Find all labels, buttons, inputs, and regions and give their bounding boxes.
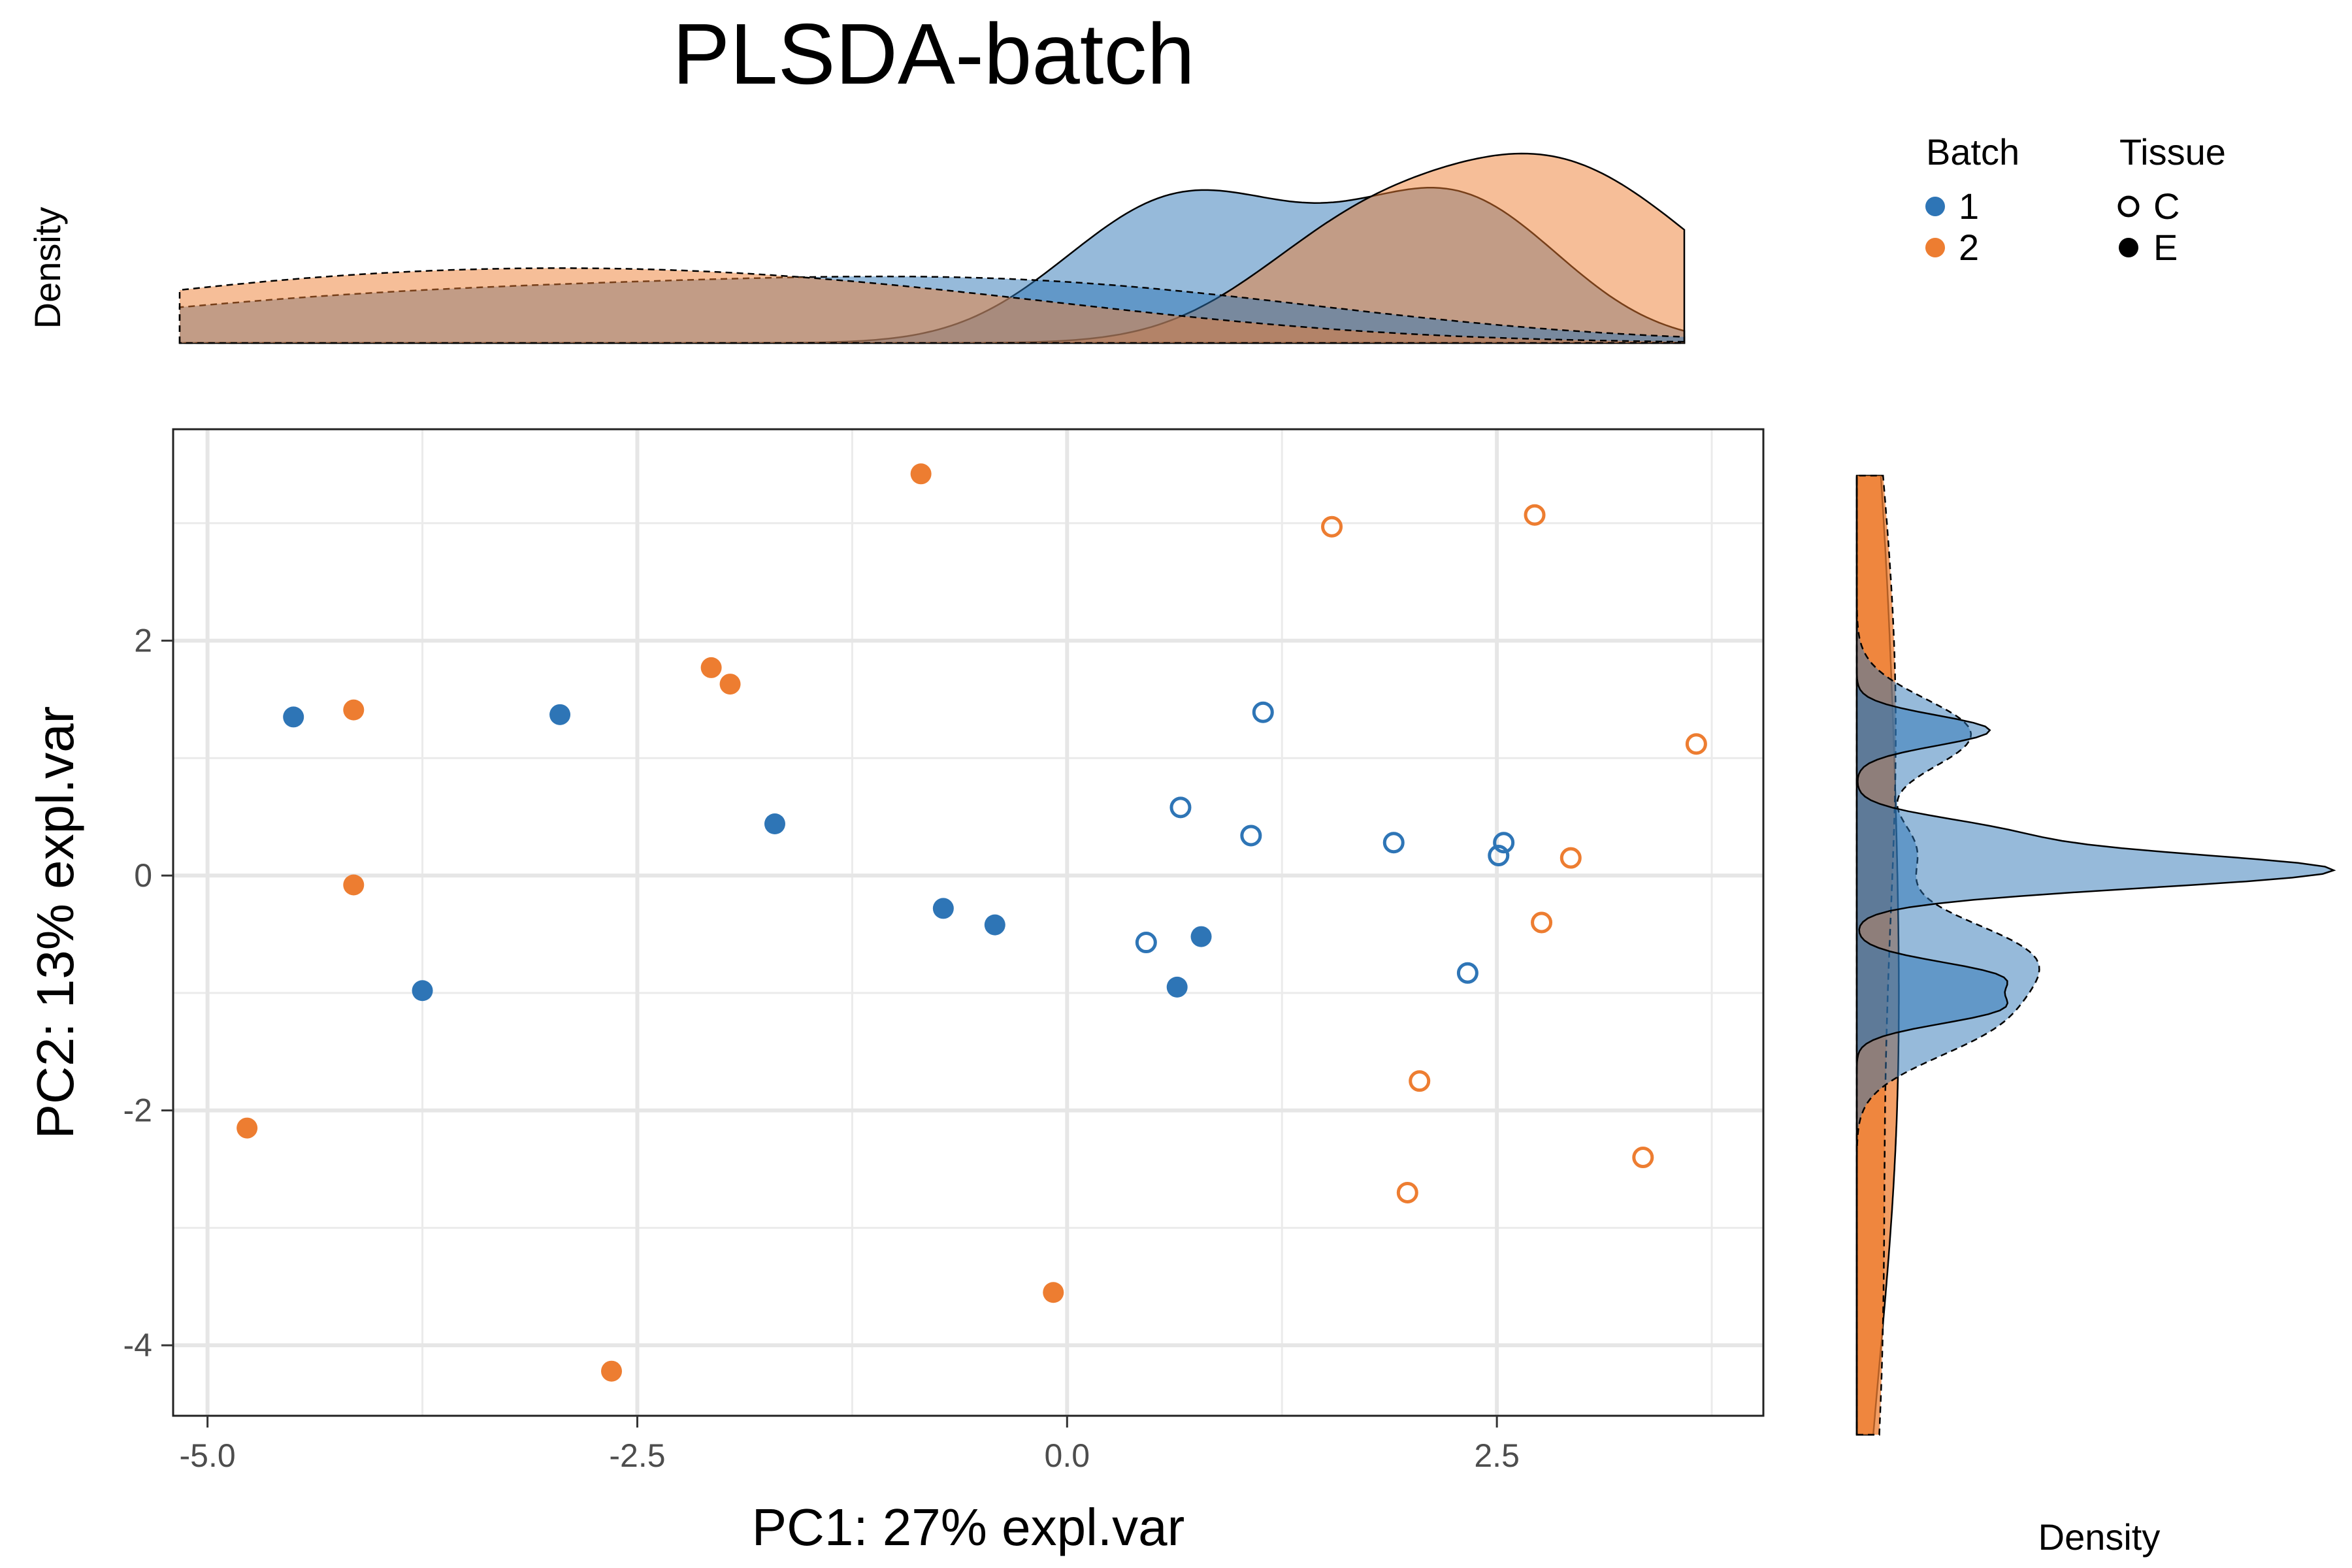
legend-batch-2-marker [1925,238,1945,257]
point-batch1-tissue-c [1240,825,1262,847]
point-batch2-tissue-c [1409,1070,1431,1092]
point-batch2-tissue-c [1685,733,1707,755]
point-batch1-tissue-c [1493,832,1515,854]
plot-background [173,429,1763,1416]
point-batch2-tissue-c [1396,1181,1418,1203]
legend-tissue-e-label: E [2153,227,2178,268]
x-axis-title: PC1: 27% expl.var [752,1498,1185,1556]
top-density-label: Density [27,207,68,329]
point-batch2-tissue-e [910,463,932,485]
legend-tissue-c-marker [2117,195,2140,218]
point-batch1-tissue-c [1252,701,1274,723]
axis-ticks: -5.0 -2.5 0.0 2.5 -4 -2 0 2 [123,623,1520,1474]
point-batch2-tissue-c [1632,1147,1654,1169]
point-batch2-tissue-e [237,1117,258,1139]
point-batch1-tissue-c [1456,962,1478,984]
point-batch1-tissue-c [1135,932,1157,954]
legend-tissue-c-label: C [2153,186,2180,227]
point-batch2-tissue-c [1531,911,1553,934]
x-tick-label: 2.5 [1474,1437,1520,1474]
right-density-batch1-tissue-c [1855,476,2336,1435]
x-tick-label: 0.0 [1045,1437,1090,1474]
y-axis-title: PC2: 13% expl.var [26,706,84,1139]
legend-batch-title: Batch [1926,131,2019,172]
legend-tissue-e-marker [2119,238,2138,257]
legend: Batch Tissue 1 2 C E [1925,131,2226,268]
right-density-label: Density [2038,1516,2161,1558]
point-batch1-tissue-e [549,704,571,725]
x-tick-label: -5.0 [180,1437,236,1474]
y-tick-label: -4 [123,1327,152,1364]
point-batch1-tissue-c [1382,832,1405,854]
point-batch1-tissue-c [1169,796,1192,819]
point-batch2-tissue-e [343,699,365,721]
legend-batch-1-label: 1 [1959,186,1979,227]
top-density-batch2-tissue-e [178,267,1686,344]
grid-lines [173,429,1763,1416]
point-batch2-tissue-c [1524,504,1546,526]
top-density-panel [178,152,1686,344]
point-batch1-tissue-e [764,813,785,834]
chart-title: PLSDA-batch [672,6,1195,102]
point-batch1-tissue-e [412,980,433,1002]
x-tick-label: -2.5 [609,1437,665,1474]
y-tick-label: 0 [134,857,152,894]
point-batch2-tissue-c [1560,847,1582,869]
point-batch1-tissue-c [1488,845,1510,867]
y-tick-label: 2 [134,623,152,659]
point-batch1-tissue-e [1190,926,1212,947]
point-batch1-tissue-e [1166,976,1188,998]
point-batch1-tissue-e [283,706,304,728]
y-tick-label: -2 [123,1092,152,1129]
point-batch1-tissue-e [984,914,1005,936]
point-batch2-tissue-e [700,657,722,678]
plot-border [172,428,1765,1417]
point-batch1-tissue-e [932,898,954,919]
scatter-panel: -5.0 -2.5 0.0 2.5 -4 -2 0 2 [123,428,1765,1474]
point-batch2-tissue-e [600,1360,622,1382]
legend-batch-1-marker [1925,197,1945,216]
point-batch2-tissue-e [719,674,741,695]
point-batch2-tissue-e [1043,1282,1064,1303]
data-points [237,463,1707,1382]
point-batch2-tissue-c [1321,515,1343,538]
right-density-panel [1855,474,2336,1436]
point-batch2-tissue-e [343,874,365,896]
legend-batch-2-label: 2 [1959,227,1979,268]
legend-tissue-title: Tissue [2119,131,2226,172]
